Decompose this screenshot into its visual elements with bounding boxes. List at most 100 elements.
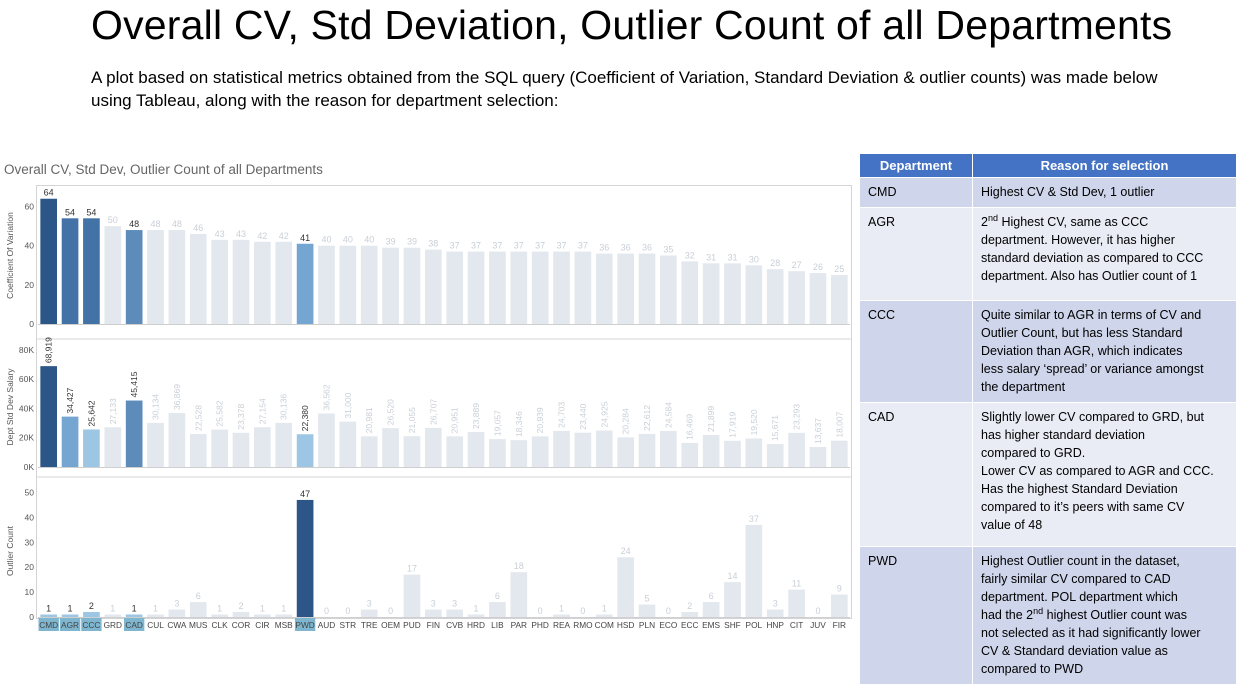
- table-row: AGR 2nd Highest CV, same as CCC department…: [859, 207, 1237, 301]
- bar-ecc: [681, 612, 699, 617]
- data-label: 43: [215, 229, 225, 239]
- data-label: 20,951: [450, 407, 460, 433]
- data-label: 17,919: [727, 412, 737, 438]
- bar-aud: [318, 245, 335, 324]
- data-label: 0: [580, 606, 585, 616]
- data-label: 24,703: [557, 402, 567, 428]
- y-tick-label: 30: [25, 537, 35, 547]
- bar-agr: [61, 416, 79, 467]
- x-tick-label: OEM: [381, 620, 400, 630]
- data-label: 1: [281, 604, 286, 614]
- y-tick-label: 0: [29, 612, 34, 622]
- bar-rmo: [574, 432, 592, 467]
- x-tick-label: HSD: [617, 620, 635, 630]
- data-label: 3: [431, 599, 436, 609]
- reason-cell: Quite similar to AGR in terms of CV and O…: [972, 300, 1237, 403]
- bar-ecc: [681, 261, 699, 324]
- bar-fir: [830, 440, 848, 467]
- data-label: 39: [407, 237, 417, 247]
- data-label: 39: [386, 237, 396, 247]
- data-label: 9: [837, 584, 842, 594]
- bar-par: [510, 251, 528, 324]
- bar-clk: [211, 429, 228, 467]
- x-tick-label: FIN: [427, 620, 440, 630]
- bar-cad: [125, 400, 143, 467]
- data-label: 28: [770, 258, 780, 268]
- bar-hsd: [617, 253, 634, 324]
- data-label: 1: [217, 604, 222, 614]
- bar-cwa: [168, 609, 186, 617]
- x-tick-label: HRD: [467, 620, 485, 630]
- data-label: 6: [196, 591, 201, 601]
- x-tick-label: CMD: [39, 620, 58, 630]
- x-tick-label: COM: [595, 620, 614, 630]
- x-tick-label: CIR: [255, 620, 269, 630]
- bar-lib: [489, 439, 506, 467]
- bar-ems: [702, 263, 720, 324]
- data-label: 64: [44, 188, 54, 198]
- bar-juv: [809, 273, 827, 324]
- data-label: 37: [578, 241, 588, 251]
- department-cell: PWD: [859, 546, 973, 685]
- y-tick-label: 60K: [19, 374, 34, 384]
- category-highlight: [123, 618, 145, 631]
- bar-ccc: [83, 218, 100, 324]
- bar-pol: [745, 265, 763, 324]
- bar-rea: [553, 430, 570, 467]
- bar-cit: [788, 271, 805, 324]
- data-label: 23,293: [792, 404, 802, 430]
- data-label: 24,584: [663, 402, 673, 428]
- data-label: 26: [813, 262, 823, 272]
- category-highlight: [81, 618, 102, 631]
- data-label: 2: [238, 601, 243, 611]
- x-tick-label: HNP: [766, 620, 784, 630]
- data-label: 36,869: [172, 384, 182, 410]
- table-header-row: Department Reason for selection: [859, 153, 1237, 178]
- table-row: CAD Slightly lower CV compared to GRD, bu…: [859, 402, 1237, 547]
- x-tick-label: AGR: [61, 620, 79, 630]
- data-label: 25,582: [215, 400, 225, 426]
- x-tick-label: SHF: [724, 620, 741, 630]
- reason-cell: 2nd Highest CV, same as CCC department. H…: [972, 207, 1237, 301]
- bar-pud: [403, 247, 421, 324]
- x-tick-label: PUD: [403, 620, 421, 630]
- reason-cell: Highest Outlier count in the dataset, fai…: [972, 546, 1237, 685]
- bar-shf: [724, 440, 741, 467]
- data-label: 6: [495, 591, 500, 601]
- data-label: 50: [108, 215, 118, 225]
- data-label: 21,055: [407, 407, 417, 433]
- bar-hnp: [766, 609, 784, 617]
- data-label: 19,520: [749, 409, 759, 435]
- bar-phd: [531, 251, 549, 324]
- data-label: 35: [663, 245, 673, 255]
- data-label: 19,057: [492, 410, 502, 436]
- x-tick-label: MSB: [275, 620, 293, 630]
- category-highlight: [38, 618, 59, 631]
- bar-clk: [211, 614, 228, 617]
- data-label: 41: [300, 233, 310, 243]
- y-tick-label: 20: [25, 280, 35, 290]
- x-tick-label: PHD: [531, 620, 549, 630]
- x-tick-label: PAR: [511, 620, 527, 630]
- bar-tre: [360, 609, 378, 617]
- data-label: 18: [514, 561, 524, 571]
- x-tick-label: TRE: [361, 620, 378, 630]
- bar-cir: [254, 427, 271, 467]
- y-tick-label: 0: [29, 319, 34, 329]
- bar-cvb: [446, 609, 464, 617]
- x-tick-label: ECC: [681, 620, 699, 630]
- bar-cit: [788, 432, 805, 467]
- data-label: 31: [706, 252, 716, 262]
- data-label: 24,925: [599, 401, 609, 427]
- data-label: 40: [343, 235, 353, 245]
- data-label: 22,528: [193, 405, 203, 431]
- x-tick-label: CLK: [212, 620, 229, 630]
- data-label: 34,427: [65, 387, 75, 413]
- bar-pln: [638, 253, 656, 324]
- data-label: 18,346: [514, 411, 524, 437]
- data-label: 1: [110, 604, 115, 614]
- data-label: 1: [68, 604, 73, 614]
- x-tick-label: COR: [232, 620, 250, 630]
- data-label: 31,000: [343, 392, 353, 418]
